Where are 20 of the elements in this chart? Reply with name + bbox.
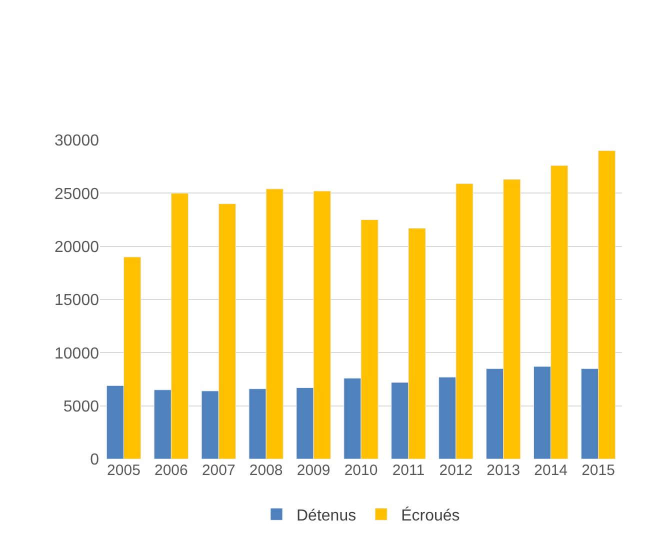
x-tick-label: 2013 <box>486 462 520 479</box>
x-tick-label: 2014 <box>534 462 568 479</box>
y-tick-label: 0 <box>90 452 100 469</box>
x-tick-label: 2012 <box>439 462 473 479</box>
x-tick-label: 2009 <box>296 462 330 479</box>
legend-label: Détenus <box>296 507 356 524</box>
x-tick-label: 2005 <box>107 462 140 479</box>
x-tick-label: 2010 <box>344 462 378 479</box>
legend-label: Écroués <box>401 506 460 524</box>
y-tick-label: 20000 <box>54 238 100 256</box>
y-tick-label: 10000 <box>54 345 100 362</box>
x-tick-label: 2011 <box>392 462 425 479</box>
x-tick-label: 2007 <box>202 462 236 479</box>
x-tick-label: 2006 <box>154 462 188 479</box>
y-tick-label: 15000 <box>54 292 100 310</box>
x-tick-label: 2008 <box>249 462 283 479</box>
x-tick-label: 2015 <box>582 462 615 479</box>
y-tick-label: 5000 <box>63 398 100 416</box>
y-tick-label: 30000 <box>54 132 100 150</box>
y-tick-label: 25000 <box>54 186 100 203</box>
